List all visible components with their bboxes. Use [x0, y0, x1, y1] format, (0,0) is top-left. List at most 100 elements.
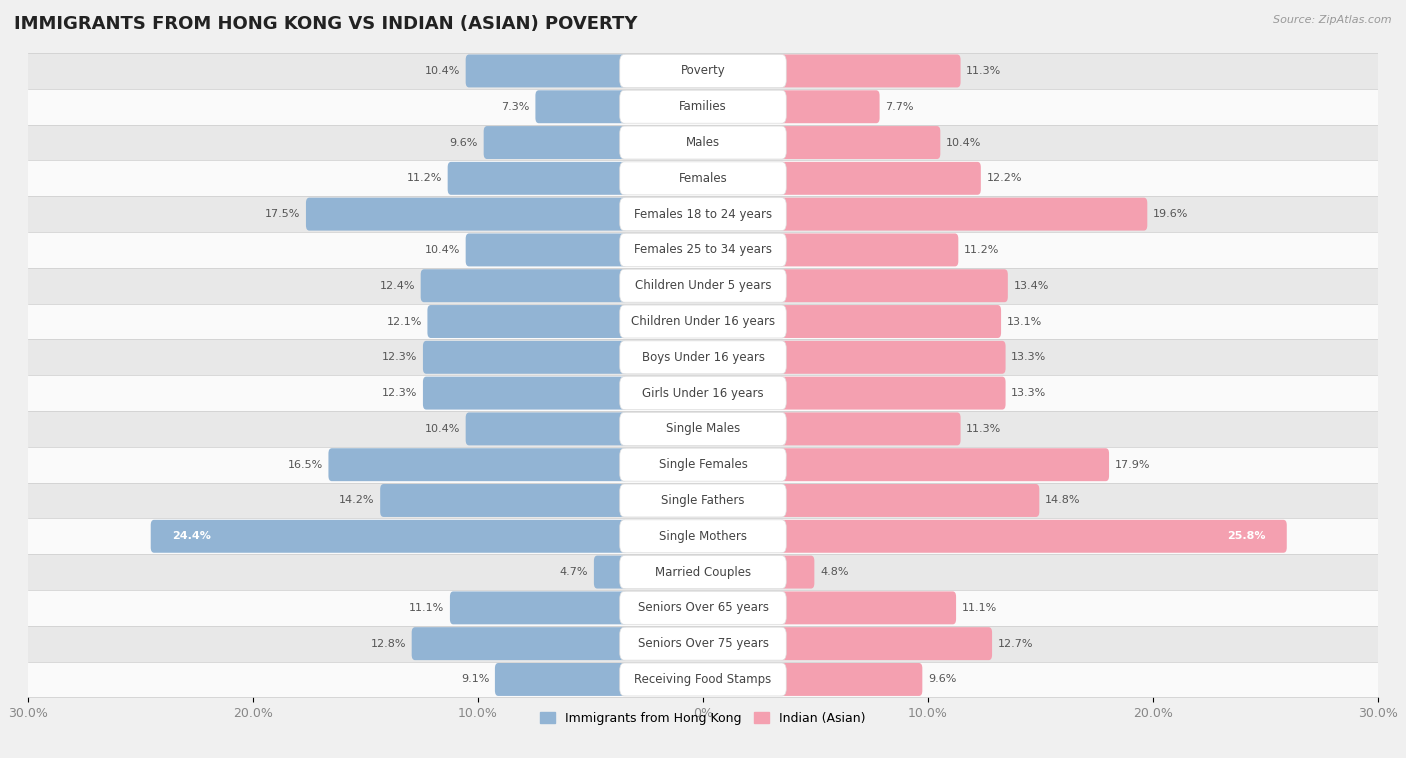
FancyBboxPatch shape	[465, 412, 627, 446]
Text: 11.2%: 11.2%	[406, 174, 441, 183]
FancyBboxPatch shape	[420, 269, 627, 302]
FancyBboxPatch shape	[620, 162, 786, 195]
FancyBboxPatch shape	[465, 233, 627, 266]
Bar	[28, 304, 1378, 340]
Text: 7.3%: 7.3%	[502, 102, 530, 111]
FancyBboxPatch shape	[779, 377, 1005, 409]
FancyBboxPatch shape	[620, 663, 786, 696]
Text: 11.1%: 11.1%	[409, 603, 444, 613]
FancyBboxPatch shape	[620, 377, 786, 409]
Text: 11.2%: 11.2%	[965, 245, 1000, 255]
FancyBboxPatch shape	[150, 520, 627, 553]
FancyBboxPatch shape	[450, 591, 627, 625]
FancyBboxPatch shape	[307, 198, 627, 230]
FancyBboxPatch shape	[447, 162, 627, 195]
Text: 14.2%: 14.2%	[339, 496, 374, 506]
Bar	[28, 662, 1378, 697]
FancyBboxPatch shape	[779, 448, 1109, 481]
Bar	[28, 411, 1378, 446]
Bar	[28, 196, 1378, 232]
Text: 13.3%: 13.3%	[1011, 388, 1046, 398]
FancyBboxPatch shape	[779, 90, 880, 124]
FancyBboxPatch shape	[779, 162, 981, 195]
Bar	[28, 268, 1378, 304]
Text: Seniors Over 75 years: Seniors Over 75 years	[637, 637, 769, 650]
Text: IMMIGRANTS FROM HONG KONG VS INDIAN (ASIAN) POVERTY: IMMIGRANTS FROM HONG KONG VS INDIAN (ASI…	[14, 15, 637, 33]
Text: Single Females: Single Females	[658, 458, 748, 471]
Text: 4.7%: 4.7%	[560, 567, 588, 577]
Text: 9.6%: 9.6%	[450, 137, 478, 148]
FancyBboxPatch shape	[620, 341, 786, 374]
Text: Females: Females	[679, 172, 727, 185]
Text: Families: Families	[679, 100, 727, 113]
FancyBboxPatch shape	[779, 233, 959, 266]
FancyBboxPatch shape	[779, 663, 922, 696]
Text: 12.1%: 12.1%	[387, 317, 422, 327]
Text: 11.3%: 11.3%	[966, 66, 1001, 76]
Text: 11.1%: 11.1%	[962, 603, 997, 613]
Bar	[28, 626, 1378, 662]
FancyBboxPatch shape	[779, 126, 941, 159]
FancyBboxPatch shape	[779, 198, 1147, 230]
FancyBboxPatch shape	[620, 520, 786, 553]
FancyBboxPatch shape	[412, 627, 627, 660]
FancyBboxPatch shape	[465, 55, 627, 87]
Text: 9.1%: 9.1%	[461, 675, 489, 684]
FancyBboxPatch shape	[779, 591, 956, 625]
Text: 24.4%: 24.4%	[172, 531, 211, 541]
FancyBboxPatch shape	[620, 591, 786, 625]
FancyBboxPatch shape	[484, 126, 627, 159]
Text: 12.4%: 12.4%	[380, 280, 415, 291]
Text: 9.6%: 9.6%	[928, 675, 956, 684]
FancyBboxPatch shape	[779, 55, 960, 87]
Text: Females 25 to 34 years: Females 25 to 34 years	[634, 243, 772, 256]
FancyBboxPatch shape	[620, 305, 786, 338]
FancyBboxPatch shape	[620, 448, 786, 481]
Text: 17.5%: 17.5%	[264, 209, 301, 219]
Text: Receiving Food Stamps: Receiving Food Stamps	[634, 673, 772, 686]
Text: Girls Under 16 years: Girls Under 16 years	[643, 387, 763, 399]
Text: 10.4%: 10.4%	[425, 424, 460, 434]
Bar	[28, 124, 1378, 161]
Text: Seniors Over 65 years: Seniors Over 65 years	[637, 601, 769, 615]
Bar	[28, 446, 1378, 483]
FancyBboxPatch shape	[620, 484, 786, 517]
FancyBboxPatch shape	[620, 126, 786, 159]
Text: 19.6%: 19.6%	[1153, 209, 1188, 219]
FancyBboxPatch shape	[329, 448, 627, 481]
Text: Single Mothers: Single Mothers	[659, 530, 747, 543]
FancyBboxPatch shape	[620, 627, 786, 660]
Text: Males: Males	[686, 136, 720, 149]
Text: Poverty: Poverty	[681, 64, 725, 77]
Text: Single Fathers: Single Fathers	[661, 494, 745, 507]
Text: 12.7%: 12.7%	[998, 639, 1033, 649]
FancyBboxPatch shape	[593, 556, 627, 588]
Text: 12.3%: 12.3%	[382, 388, 418, 398]
FancyBboxPatch shape	[620, 269, 786, 302]
Text: Females 18 to 24 years: Females 18 to 24 years	[634, 208, 772, 221]
FancyBboxPatch shape	[620, 55, 786, 87]
Text: 12.8%: 12.8%	[371, 639, 406, 649]
FancyBboxPatch shape	[620, 412, 786, 446]
Text: 13.3%: 13.3%	[1011, 352, 1046, 362]
Text: Single Males: Single Males	[666, 422, 740, 435]
Bar	[28, 161, 1378, 196]
FancyBboxPatch shape	[779, 484, 1039, 517]
Text: 13.4%: 13.4%	[1014, 280, 1049, 291]
FancyBboxPatch shape	[536, 90, 627, 124]
Text: 12.2%: 12.2%	[987, 174, 1022, 183]
Text: 10.4%: 10.4%	[946, 137, 981, 148]
FancyBboxPatch shape	[779, 305, 1001, 338]
Bar	[28, 232, 1378, 268]
Bar	[28, 590, 1378, 626]
Bar	[28, 375, 1378, 411]
FancyBboxPatch shape	[380, 484, 627, 517]
Bar	[28, 554, 1378, 590]
Text: 12.3%: 12.3%	[382, 352, 418, 362]
FancyBboxPatch shape	[779, 627, 993, 660]
Text: 10.4%: 10.4%	[425, 66, 460, 76]
Text: 16.5%: 16.5%	[288, 459, 323, 470]
FancyBboxPatch shape	[779, 412, 960, 446]
FancyBboxPatch shape	[779, 341, 1005, 374]
Bar	[28, 483, 1378, 518]
